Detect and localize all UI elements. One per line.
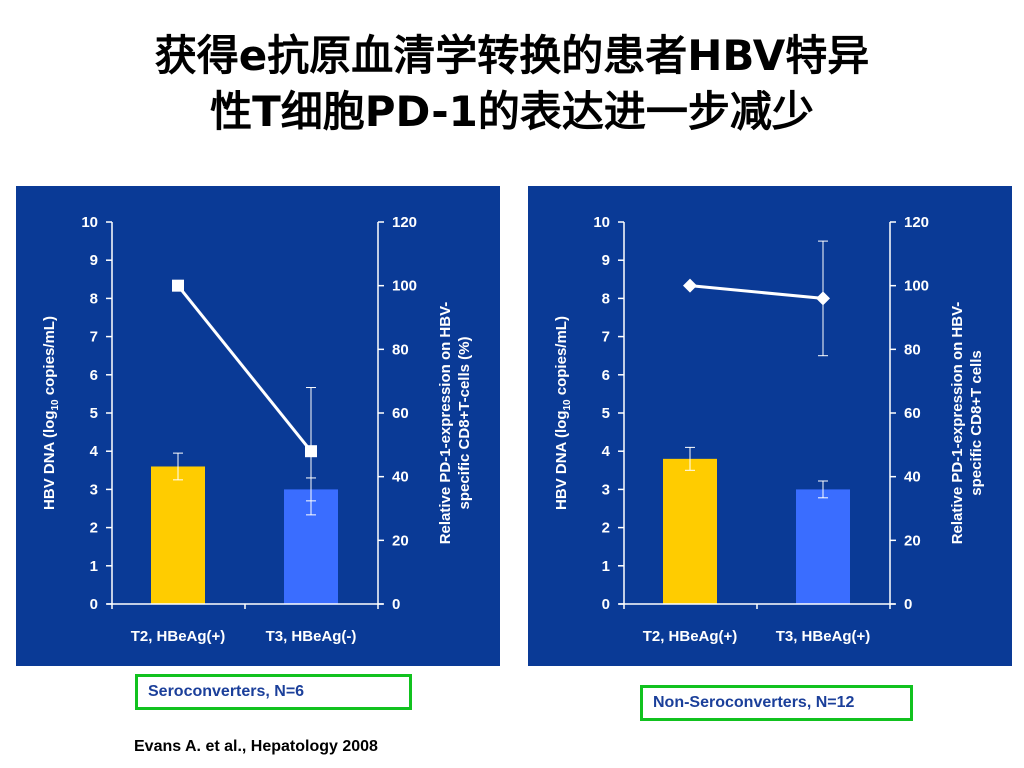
chart-panel-seroconverters: 0 1 2 3 4 5 6 7 8 9 10 0 20 40 60 80 100 120 T2, HBeAg(+) T… [16,186,500,666]
left-tick-label: 10 [593,214,610,231]
right-axis-label: Relative PD-1-expression on HBV-specific… [437,302,473,545]
bar-1 [151,466,205,604]
right-tick-label: 40 [904,469,921,486]
left-tick-label: 0 [602,596,610,613]
page-title: 获得e抗原血清学转换的患者HBV特异 性T细胞PD-1的表达进一步减少 [0,28,1024,140]
left-tick-label: 10 [81,214,98,231]
right-tick-label: 100 [904,278,929,295]
left-tick-label: 9 [90,252,98,269]
right-tick-label: 120 [904,214,929,231]
caption-non-seroconverters: Non-Seroconverters, N=12 [640,685,913,721]
left-tick-label: 4 [602,443,611,460]
category-label-1: T2, HBeAg(+) [131,628,226,645]
left-axis-label: HBV DNA (log10 copies/mL) [553,316,573,510]
left-tick-label: 9 [602,252,610,269]
right-tick-label: 100 [392,278,417,295]
left-tick-label: 6 [602,367,610,384]
bar-1 [663,458,717,604]
left-tick-label: 3 [90,481,98,498]
right-tick-label: 60 [392,405,409,422]
left-tick-label: 8 [90,290,98,307]
left-tick-label: 7 [602,329,610,346]
bar-2 [796,489,850,604]
right-tick-label: 80 [904,341,921,358]
left-tick-label: 2 [90,520,98,537]
chart-panel-non-seroconverters: 0 1 2 3 4 5 6 7 8 9 10 0 20 40 60 80 100 120 T2, HBeAg(+) T… [528,186,1012,666]
category-label-2: T3, HBeAg(-) [266,628,357,645]
line-point-2 [305,445,317,458]
caption-seroconverters: Seroconverters, N=6 [135,674,412,710]
left-tick-label: 1 [90,558,98,575]
category-label-1: T2, HBeAg(+) [643,628,738,645]
citation: Evans A. et al., Hepatology 2008 [134,738,378,755]
bar-1-error-bar [173,452,183,481]
right-tick-label: 20 [904,532,921,549]
right-tick-label: 120 [392,214,417,231]
left-axis-label: HBV DNA (log10 copies/mL) [41,316,61,510]
left-tick-label: 5 [90,405,98,422]
left-tick-label: 6 [90,367,98,384]
title-line-2: 性T细胞PD-1的表达进一步减少 [210,87,814,136]
right-tick-label: 20 [392,532,409,549]
right-tick-label: 60 [904,405,921,422]
bar-2-error-bar [818,480,828,499]
left-tick-label: 0 [90,596,98,613]
line-point-2 [816,291,830,306]
left-tick-label: 1 [602,558,610,575]
right-axis-label: Relative PD-1-expression on HBV-specific… [949,302,985,545]
left-tick-label: 2 [602,520,610,537]
category-label-2: T3, HBeAg(+) [776,628,871,645]
left-tick-label: 8 [602,290,610,307]
right-tick-label: 40 [392,469,409,486]
line-point-1 [172,279,184,292]
left-tick-label: 3 [602,481,610,498]
left-tick-label: 4 [90,443,99,460]
right-tick-label: 80 [392,341,409,358]
pd1-line [176,284,313,453]
right-tick-label: 0 [392,596,400,613]
right-tick-label: 0 [904,596,912,613]
pd1-line [689,284,824,300]
left-tick-label: 7 [90,329,98,346]
title-line-1: 获得e抗原血清学转换的患者HBV特异 [154,31,870,80]
line-point-1 [683,278,697,293]
left-tick-label: 5 [602,405,610,422]
bar-1-error-bar [685,446,695,471]
